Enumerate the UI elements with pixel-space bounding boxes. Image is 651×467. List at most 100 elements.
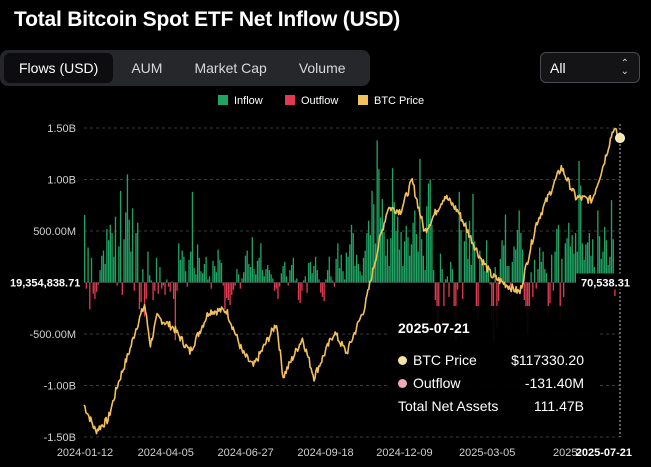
inflow-bar <box>414 210 416 283</box>
outflow-bar <box>94 282 96 299</box>
inflow-bar <box>364 250 366 283</box>
inflow-bar <box>355 254 358 283</box>
outflow-bar <box>95 282 98 292</box>
inflow-bar <box>166 279 168 283</box>
tab-market-cap[interactable]: Market Cap <box>194 60 267 76</box>
outflow-bar <box>306 282 308 293</box>
inflow-bar <box>311 273 313 283</box>
inflow-bar <box>463 241 466 283</box>
inflow-bar <box>405 225 407 283</box>
inflow-bar <box>347 256 349 283</box>
inflow-bar <box>419 158 421 283</box>
inflow-bar <box>258 257 260 283</box>
inflow-bar <box>207 279 209 283</box>
tooltip-outflow-value: -131.40M <box>524 375 584 391</box>
outflow-bar <box>456 282 459 290</box>
inflow-bar <box>612 239 614 283</box>
y-tick-label: 500.00M <box>33 226 76 238</box>
inflow-bar <box>208 276 211 283</box>
inflow-bar <box>345 252 348 283</box>
inflow-bar <box>292 257 295 283</box>
inflow-bar <box>412 222 414 283</box>
tab-flows[interactable]: Flows (USD) <box>4 53 114 83</box>
x-tick-label: 2025-03-05 <box>459 447 515 459</box>
inflow-bar <box>588 233 590 283</box>
outflow-bar <box>547 282 549 317</box>
inflow-bar <box>369 235 371 283</box>
inflow-bar <box>378 169 380 283</box>
legend-swatch-2 <box>358 95 368 105</box>
inflow-bar <box>123 239 125 283</box>
inflow-bar <box>243 272 245 283</box>
outflow-bar <box>154 282 156 291</box>
outflow-bar <box>475 282 478 310</box>
inflow-bar <box>237 274 240 283</box>
inflow-bar <box>202 273 204 283</box>
inflow-bar <box>487 268 490 283</box>
outflow-bar <box>496 282 498 328</box>
outflow-bar <box>549 282 551 304</box>
chevron-up-down-icon: ⌃ ⌄ <box>620 57 629 77</box>
inflow-bar <box>573 253 575 283</box>
inflow-bar <box>272 278 274 283</box>
inflow-bar <box>205 256 207 283</box>
tooltip-row-assets: Total Net Assets 111.47B <box>398 398 584 414</box>
inflow-bar <box>190 251 192 283</box>
inflow-bar <box>383 232 385 283</box>
y-tick-label: 1.00B <box>47 175 76 187</box>
inflow-bar <box>236 269 238 283</box>
outflow-bar <box>497 282 500 302</box>
outflow-bar <box>157 282 159 294</box>
inflow-bar <box>474 241 476 283</box>
inflow-bar <box>539 247 541 283</box>
inflow-bar <box>184 271 187 283</box>
inflow-bar <box>598 236 601 283</box>
inflow-bar <box>118 246 120 283</box>
inflow-bar <box>111 233 113 283</box>
outflow-bar <box>133 282 135 291</box>
inflow-bar <box>349 244 351 283</box>
inflow-bar <box>446 276 448 283</box>
inflow-bar <box>212 260 214 283</box>
outflow-bar <box>138 282 141 310</box>
inflow-bar <box>335 258 337 283</box>
inflow-bar <box>366 233 368 283</box>
inflow-bar <box>400 232 402 283</box>
outflow-bar <box>333 282 336 287</box>
inflow-bar <box>150 280 153 283</box>
inflow-bar <box>267 264 269 283</box>
inflow-bar <box>188 259 190 283</box>
inflow-bar <box>432 270 435 283</box>
outflow-bar <box>535 282 537 289</box>
tab-volume[interactable]: Volume <box>298 60 346 76</box>
inflow-bar <box>191 191 194 283</box>
outflow-bar <box>436 282 438 324</box>
inflow-bar <box>371 190 373 283</box>
outflow-bar <box>559 282 561 321</box>
outflow-bar <box>277 282 279 299</box>
outflow-bar <box>443 282 445 307</box>
inflow-bar <box>415 234 418 283</box>
inflow-bar <box>441 269 443 283</box>
inflow-bar <box>289 270 291 283</box>
outflow-bar <box>434 282 437 301</box>
x-tick-label: 2025-07-21 <box>576 447 632 459</box>
inflow-bar <box>107 240 110 283</box>
inflow-bar <box>397 216 399 283</box>
outflow-bar <box>140 282 142 303</box>
inflow-bar <box>263 276 265 283</box>
inflow-bar <box>330 276 332 283</box>
inflow-bar <box>195 274 197 283</box>
inflow-bar <box>460 229 462 283</box>
inflow-bar <box>131 208 134 283</box>
inflow-bar <box>196 244 199 283</box>
range-select[interactable]: All ⌃ ⌄ <box>540 52 640 83</box>
inflow-bar <box>219 259 221 283</box>
tab-aum[interactable]: AUM <box>131 60 163 76</box>
outflow-bar <box>321 282 324 297</box>
inflow-bar <box>386 239 389 283</box>
inflow-bar <box>482 262 484 283</box>
inflow-bar <box>516 229 519 283</box>
inflow-bar <box>159 267 161 283</box>
